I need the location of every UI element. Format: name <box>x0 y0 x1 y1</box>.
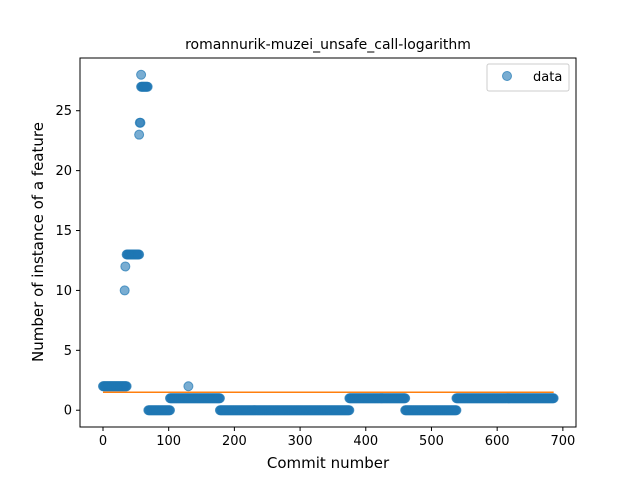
plot-frame <box>79 57 577 428</box>
data-point <box>451 405 462 416</box>
x-tick-label: 0 <box>99 434 107 449</box>
data-points <box>97 69 559 416</box>
legend-marker <box>502 71 512 81</box>
data-point <box>135 117 146 128</box>
x-axis-label: Commit number <box>267 454 390 472</box>
data-point <box>136 69 147 80</box>
x-tick-label: 500 <box>419 434 444 449</box>
data-point <box>400 393 411 404</box>
data-point <box>120 261 131 272</box>
data-point <box>548 393 559 404</box>
x-tick-label: 100 <box>156 434 181 449</box>
y-tick-label: 5 <box>64 344 72 359</box>
legend-label-data: data <box>533 70 562 85</box>
x-axis-ticks: 0 100 200 300 400 500 600 700 <box>99 427 575 449</box>
data-point <box>214 393 225 404</box>
legend-box <box>486 63 570 92</box>
data-point <box>134 249 145 260</box>
y-tick-label: 20 <box>55 164 72 179</box>
x-tick-label: 400 <box>353 434 378 449</box>
data-point <box>142 81 153 92</box>
y-axis-label: Number of instance of a feature <box>29 122 47 362</box>
y-tick-label: 25 <box>55 104 72 119</box>
y-tick-label: 10 <box>55 284 72 299</box>
data-point <box>344 405 355 416</box>
data-point <box>183 381 194 392</box>
plot-area <box>80 58 576 427</box>
data-point <box>119 285 130 296</box>
x-tick-label: 700 <box>550 434 575 449</box>
x-tick-label: 600 <box>485 434 510 449</box>
legend: data <box>486 63 570 92</box>
y-axis-ticks: 0 5 10 15 20 25 <box>55 104 80 419</box>
data-point <box>165 405 175 416</box>
data-point <box>134 129 145 140</box>
x-tick-label: 200 <box>222 434 247 449</box>
data-point <box>121 381 132 392</box>
y-tick-label: 0 <box>64 404 72 419</box>
y-tick-label: 15 <box>55 224 72 239</box>
chart-title: romannurik-muzei_unsafe_call-logarithm <box>185 37 471 53</box>
x-tick-label: 300 <box>288 434 313 449</box>
